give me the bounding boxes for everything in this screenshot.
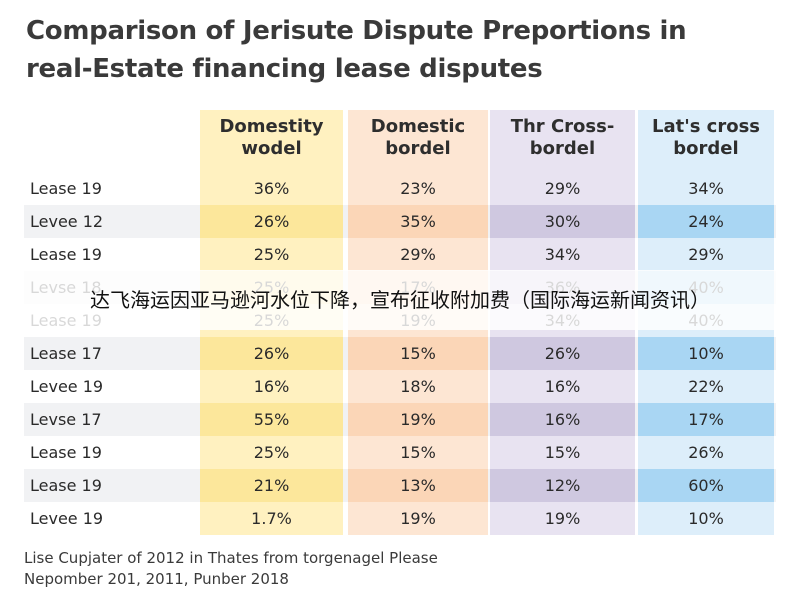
table-row: Lease 19 36% 23% 29% 34% — [24, 172, 776, 205]
chart-title-line-2: real-Estate financing lease disputes — [26, 54, 543, 84]
cell-shade — [200, 469, 343, 502]
table-cell: 26% — [253, 344, 290, 363]
table-cell: 29% — [544, 179, 581, 198]
table-row: Levee 19 1.7% 19% 19% 10% — [24, 502, 776, 535]
row-label: Levee 19 — [30, 509, 104, 528]
table-row: Levee 19 16% 18% 16% 22% — [24, 370, 776, 403]
cell-shade — [490, 469, 635, 502]
cell-shade — [638, 403, 774, 436]
cell-shade — [348, 337, 488, 370]
chart-title: Comparison of Jerisute Dispute Preportio… — [26, 12, 786, 88]
table-cell: 17% — [688, 410, 724, 429]
table-cell: 60% — [688, 476, 724, 495]
cell-shade — [200, 337, 343, 370]
cell-shade — [200, 205, 343, 238]
row-label: Lease 19 — [30, 245, 102, 264]
table-cell: 19% — [544, 509, 581, 528]
row-label: Lease 19 — [30, 179, 102, 198]
row-label: Levee 19 — [30, 377, 104, 396]
table-cell: 19% — [400, 410, 436, 429]
cell-shade — [638, 469, 774, 502]
table-cell: 18% — [400, 377, 436, 396]
column-header-3: Lat's cross bordel — [651, 116, 761, 159]
table-cell: 16% — [544, 377, 581, 396]
table-cell: 34% — [544, 245, 581, 264]
table-cell: 23% — [400, 179, 436, 198]
table-row: Levee 12 26% 35% 30% 24% — [24, 205, 776, 238]
table-cell: 16% — [544, 410, 581, 429]
table-cell: 30% — [544, 212, 581, 231]
cell-shade — [490, 205, 635, 238]
table-cell: 19% — [400, 509, 436, 528]
table-cell: 10% — [688, 509, 724, 528]
row-label: Lease 17 — [30, 344, 102, 363]
table-footnote: Lise Cupjater of 2012 in Thates from tor… — [24, 548, 764, 590]
table-cell: 10% — [688, 344, 724, 363]
table-cell: 36% — [253, 179, 290, 198]
table-cell: 25% — [253, 245, 290, 264]
table-cell: 22% — [688, 377, 724, 396]
table-cell: 1.7% — [251, 509, 292, 528]
chart-title-line-1: Comparison of Jerisute Dispute Preportio… — [26, 16, 687, 46]
table-cell: 12% — [544, 476, 581, 495]
table-row: Lease 19 25% 15% 15% 26% — [24, 436, 776, 469]
table-cell: 24% — [688, 212, 724, 231]
footnote-line-2: Nepomber 201, 2011, Punber 2018 — [24, 570, 289, 588]
table-row: Lease 19 21% 13% 12% 60% — [24, 469, 776, 502]
cell-shade — [638, 205, 774, 238]
table-row: Levse 17 55% 19% 16% 17% — [24, 403, 776, 436]
row-label: Levee 12 — [30, 212, 104, 231]
table-cell: 15% — [400, 344, 436, 363]
table-cell: 26% — [688, 443, 724, 462]
cell-shade — [200, 403, 343, 436]
table-row: Lease 19 25% 29% 34% 29% — [24, 238, 776, 271]
column-header-1: Domestic bordel — [370, 116, 466, 159]
row-label: Lease 19 — [30, 443, 102, 462]
cell-shade — [490, 403, 635, 436]
row-label: Levse 17 — [30, 410, 102, 429]
news-caption-overlay: 达飞海运因亚马逊河水位下降，宣布征收附加费（国际海运新闻资讯） — [0, 270, 800, 330]
table-cell: 34% — [688, 179, 724, 198]
cell-shade — [638, 337, 774, 370]
news-caption-text: 达飞海运因亚马逊河水位下降，宣布征收附加费（国际海运新闻资讯） — [90, 288, 710, 312]
table-cell: 35% — [400, 212, 436, 231]
cell-shade — [490, 337, 635, 370]
column-header-2: Thr Cross- bordel — [510, 116, 615, 159]
table-cell: 26% — [544, 344, 581, 363]
table-cell: 29% — [400, 245, 436, 264]
table-row: Lease 17 26% 15% 26% 10% — [24, 337, 776, 370]
cell-shade — [348, 469, 488, 502]
table-cell: 16% — [253, 377, 290, 396]
table-cell: 29% — [688, 245, 724, 264]
table-cell: 13% — [400, 476, 436, 495]
table-cell: 21% — [253, 476, 290, 495]
cell-shade — [348, 205, 488, 238]
table-header-row: Domestity wodel Domestic bordel Thr Cross-… — [24, 110, 776, 170]
table-cell: 25% — [253, 443, 290, 462]
comparison-table: Domestity wodel Domestic bordel Thr Cross-… — [24, 110, 776, 535]
column-header-0: Domestity wodel — [219, 116, 324, 159]
cell-shade — [348, 403, 488, 436]
row-label: Lease 19 — [30, 476, 102, 495]
table-cell: 55% — [253, 410, 290, 429]
table-cell: 26% — [253, 212, 290, 231]
footnote-line-1: Lise Cupjater of 2012 in Thates from tor… — [24, 549, 438, 567]
table-cell: 15% — [544, 443, 581, 462]
table-cell: 15% — [400, 443, 436, 462]
